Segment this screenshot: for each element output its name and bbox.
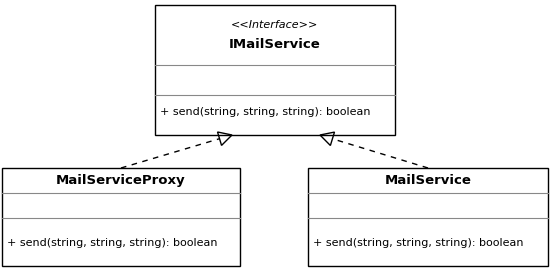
Text: + send(string, string, string): boolean: + send(string, string, string): boolean [160,107,370,117]
Text: + send(string, string, string): boolean: + send(string, string, string): boolean [313,238,523,248]
Text: MailServiceProxy: MailServiceProxy [56,174,186,187]
Text: + send(string, string, string): boolean: + send(string, string, string): boolean [7,238,218,248]
Bar [308,168,548,266]
Text: IMailService: IMailService [229,38,321,51]
Bar [2,168,240,266]
Text: <<Interface>>: <<Interface>> [231,20,318,30]
Text: MailService: MailService [385,174,472,187]
Bar [155,5,395,135]
